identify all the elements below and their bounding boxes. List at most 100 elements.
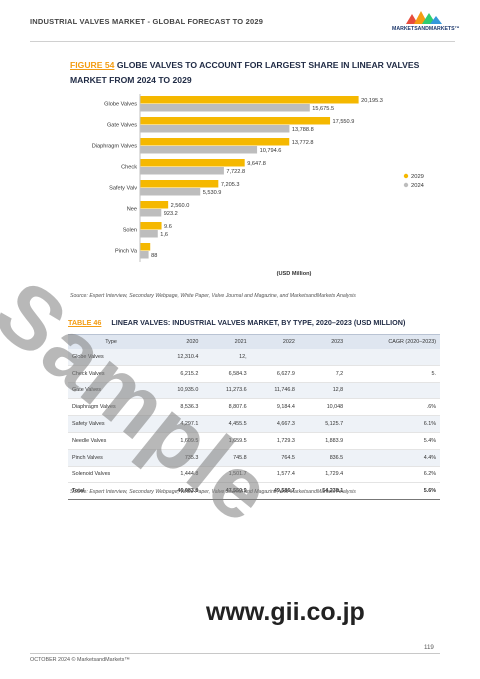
table-header-row: Type 2020 2021 2022 2023 CAGR (2020–2023) <box>68 334 440 349</box>
table-cell: 5.6% <box>347 482 440 501</box>
bar-2024-4 <box>140 188 201 196</box>
table-total-row: Total 46,083.6 47,550.9 49,586.7 54,238.1 5.6… <box>68 482 440 501</box>
data-label: 1,6 <box>160 232 168 238</box>
data-label: 13,772.8 <box>292 140 314 146</box>
data-label: 20,195.3 <box>361 98 383 104</box>
data-label: 10,794.6 <box>260 148 282 154</box>
column-header: 2021 <box>202 334 251 349</box>
table-row: Diaphragm Valves 8,536.3 8,807.6 9,184.4 10,… <box>68 398 440 417</box>
table-cell: 4,297.1 <box>154 415 203 433</box>
table-cell: 5,125.7 <box>298 415 348 433</box>
footer-text: OCTOBER 2024 © MarketsandMarkets™ <box>30 657 130 663</box>
table-cell <box>347 382 440 400</box>
table-cell: 5.4% <box>347 432 440 450</box>
data-label: 88 <box>151 253 157 259</box>
bar-2024-7 <box>140 251 149 259</box>
table-cell: 4,455.5 <box>202 415 251 433</box>
report-title: INDUSTRIAL VALVES MARKET - GLOBAL FORECA… <box>30 17 264 26</box>
category-label: Check <box>121 165 137 171</box>
column-header: 2020 <box>154 334 203 349</box>
legend-label-2029: 2029 <box>411 174 424 180</box>
marketsandmarkets-logo: MARKETSANDMARKETS™ <box>392 8 460 34</box>
table-cell: Diaphragm Valves <box>68 398 155 417</box>
bar-2029-0 <box>140 96 359 104</box>
data-label: 13,788.8 <box>292 127 314 133</box>
figure-title: FIGURE 54 GLOBE VALVES TO ACCOUNT FOR LA… <box>70 58 440 88</box>
data-label: 15,675.5 <box>312 106 334 112</box>
table-cell: 745.8 <box>202 449 251 467</box>
table-title: TABLE 46 LINEAR VALVES: INDUSTRIAL VALVE… <box>68 318 405 327</box>
table-cell: 836.5 <box>298 449 348 467</box>
table-cell <box>250 349 299 366</box>
bar-2024-6 <box>140 230 158 238</box>
figure-heading: GLOBE VALVES TO ACCOUNT FOR LARGEST SHAR… <box>70 60 420 85</box>
table-source: Source: Expert Interview, Secondary Webp… <box>70 489 356 495</box>
bar-2024-5 <box>140 209 162 217</box>
legend-label-2024: 2024 <box>411 183 425 189</box>
data-label: 7,722.8 <box>226 169 245 175</box>
logo-mark-icon <box>406 11 442 24</box>
table-cell: 49,586.7 <box>250 482 299 501</box>
bar-2029-7 <box>140 243 151 251</box>
table-heading: LINEAR VALVES: INDUSTRIAL VALVES MARKET,… <box>111 318 406 327</box>
header-divider <box>30 41 455 42</box>
figure-source: Source: Expert Interview, Secondary Webp… <box>70 293 356 299</box>
data-label: 7,205.3 <box>221 182 240 188</box>
bar-2024-3 <box>140 167 224 175</box>
bar-2024-0 <box>140 104 310 112</box>
table-cell: 4,667.3 <box>250 415 299 433</box>
table-cell: 12, <box>202 349 251 366</box>
table-cell: Check Valves <box>68 365 155 383</box>
table-cell: 1,659.5 <box>202 432 251 450</box>
table-cell: Total <box>68 482 155 501</box>
column-header: Type <box>68 334 155 349</box>
table-cell: .6% <box>347 398 440 417</box>
table-cell <box>298 349 348 366</box>
page-header: INDUSTRIAL VALVES MARKET - GLOBAL FORECA… <box>0 0 480 42</box>
category-label: Globe Valves <box>104 102 137 108</box>
table-cell: 5. <box>347 365 440 383</box>
data-label: 17,550.9 <box>333 119 355 125</box>
table-cell: 12,8 <box>298 382 348 400</box>
table-cell: 1,609.5 <box>154 432 203 450</box>
bar-2024-2 <box>140 146 258 154</box>
table-cell: Pinch Valves <box>68 449 155 467</box>
table-row: Solenoid Valves 1,444.8 1,501.7 1,577.4 1,72… <box>68 466 440 484</box>
category-label: Nee <box>127 207 137 213</box>
footer-divider <box>30 653 440 654</box>
table-row: Globe Valves 12,310.4 12, <box>68 349 440 366</box>
table-cell: 46,083.6 <box>154 482 203 501</box>
column-header: CAGR (2020–2023) <box>347 334 440 349</box>
category-label: Safety Valv <box>109 186 137 192</box>
bar-2029-2 <box>140 138 290 146</box>
market-table: Type 2020 2021 2022 2023 CAGR (2020–2023) Glo… <box>68 334 440 501</box>
page-number: 119 <box>424 644 434 651</box>
data-label: 9,647.8 <box>247 161 266 167</box>
table-cell: Globe Valves <box>68 349 155 366</box>
data-label: 9.6 <box>164 224 172 230</box>
table-cell: 6.2% <box>347 466 440 484</box>
figure-label: FIGURE 54 <box>70 60 115 70</box>
table-row: Needle Valves 1,609.5 1,659.5 1,729.3 1,883.… <box>68 432 440 450</box>
table-row: Safety Valves 4,297.1 4,455.5 4,667.3 5,125.… <box>68 415 440 433</box>
logo-text: MARKETSANDMARKETS™ <box>392 26 460 32</box>
data-label: 5,530.9 <box>203 190 222 196</box>
table-cell: 1,883.9 <box>298 432 348 450</box>
table-cell: 735.3 <box>154 449 203 467</box>
horizontal-bar-chart: Globe Valves 20,195.3 15,675.5 Gate Valves 1… <box>92 94 425 277</box>
gii-watermark: www.gii.co.jp <box>206 598 365 626</box>
data-label: 2,560.0 <box>171 203 190 209</box>
table-row: Check Valves 6,215.2 6,584.3 6,627.9 7,2 5. <box>68 365 440 383</box>
legend-swatch-2029 <box>403 173 409 179</box>
table-label: TABLE 46 <box>68 318 102 327</box>
category-label: Pinch Va <box>115 249 138 255</box>
bar-2029-5 <box>140 201 169 209</box>
table-cell: 6,627.9 <box>250 365 299 383</box>
legend-swatch-2024 <box>403 182 409 188</box>
table-cell: 11,273.6 <box>202 382 251 400</box>
category-label: Gate Valves <box>107 123 137 129</box>
table-cell: 6,584.3 <box>202 365 251 383</box>
table-cell: 47,550.9 <box>202 482 251 501</box>
bar-2024-1 <box>140 125 290 133</box>
category-label: Diaphragm Valves <box>92 144 137 150</box>
